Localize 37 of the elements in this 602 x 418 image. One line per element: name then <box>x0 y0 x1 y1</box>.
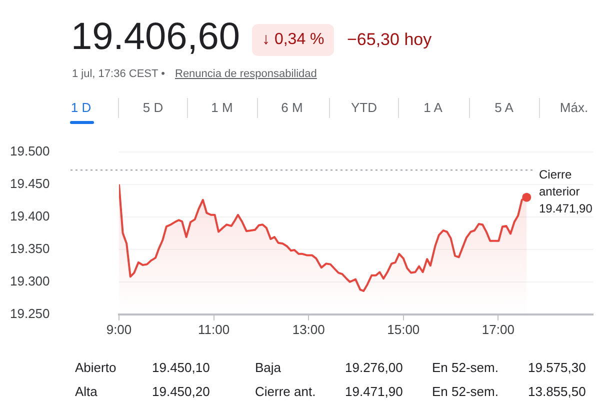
y-tick-label: 19.350 <box>10 240 50 256</box>
text: 19.450,10 <box>152 360 210 375</box>
x-tick-label: 13:00 <box>292 322 325 337</box>
y-tick-label: 19.250 <box>10 306 50 321</box>
text: 19.450,20 <box>152 384 210 399</box>
text: Máx. <box>558 100 590 115</box>
text: ↓ 0,34 % <box>252 24 334 56</box>
text: 5 A <box>494 100 514 115</box>
text: 1 jul, 17:36 CEST • <box>72 68 165 80</box>
x-tick-label: 11:00 <box>198 322 230 337</box>
y-tick-label: 19.400 <box>10 208 50 224</box>
text: En 52-sem. <box>432 360 498 375</box>
text: 1 A <box>422 100 444 115</box>
text: 1 M <box>210 100 234 115</box>
x-tick-label: 17:00 <box>482 322 514 337</box>
text: 19.276,00 <box>345 360 403 375</box>
text: Alta <box>75 384 98 399</box>
ref-line-label: Cierre anterior 19.471,90 <box>539 167 593 216</box>
text: En 52-sem. <box>432 384 498 399</box>
text: 6 M <box>280 100 304 115</box>
y-tick-label: 19.450 <box>10 176 50 191</box>
text: Renuncia de responsabilidad <box>175 68 317 80</box>
x-tick-label: 15:00 <box>387 322 420 337</box>
text: 19.575,30 <box>528 360 586 375</box>
text: 19.471,90 <box>345 384 403 399</box>
text: −65,30 hoy <box>347 30 432 50</box>
chart-title: 19.406,60 <box>71 16 240 59</box>
text: 1 D <box>70 100 92 115</box>
x-tick-label: 9:00 <box>106 322 132 337</box>
y-tick-label: 19.500 <box>10 143 50 158</box>
text: YTD <box>350 100 378 115</box>
text: 5 D <box>142 100 164 115</box>
text: Abierto <box>75 360 116 375</box>
y-tick-label: 19.300 <box>10 273 50 288</box>
text: 13.855,50 <box>528 384 586 399</box>
text: Cierre ant. <box>255 384 316 399</box>
text: Baja <box>255 360 282 375</box>
